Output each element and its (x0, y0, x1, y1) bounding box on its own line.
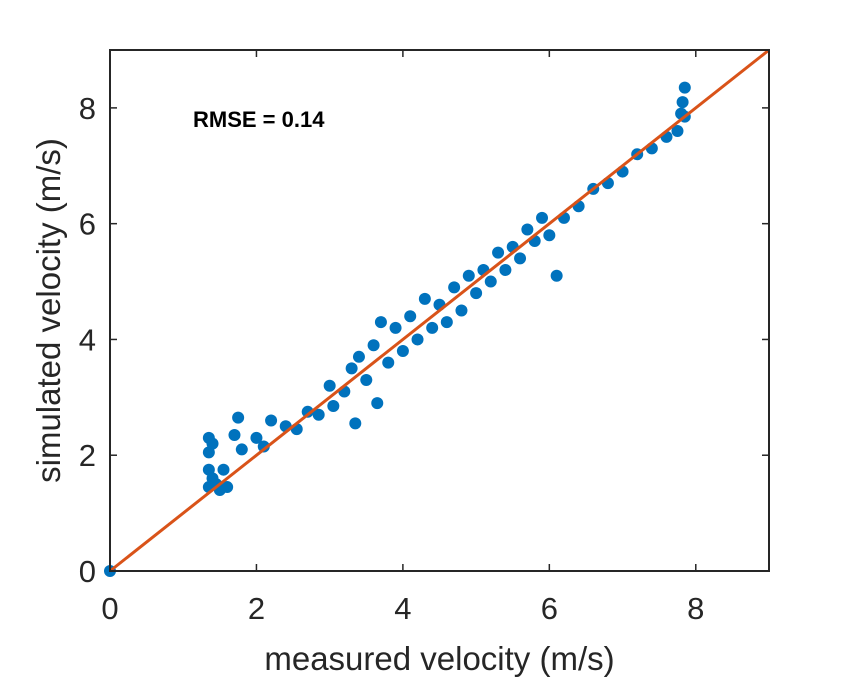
scatter-point (536, 211, 549, 224)
scatter-point (448, 281, 461, 294)
x-tick-label: 6 (541, 591, 558, 626)
scatter-point (396, 345, 409, 358)
y-tick-label: 4 (79, 322, 96, 357)
scatter-point (323, 379, 336, 392)
scatter-point (499, 263, 512, 276)
x-tick-label: 2 (248, 591, 265, 626)
y-tick-label: 2 (79, 438, 96, 473)
scatter-point (228, 428, 241, 441)
rmse-annotation: RMSE = 0.14 (193, 107, 325, 132)
scatter-point (462, 269, 475, 282)
scatter-point (345, 362, 358, 375)
scatter-point (455, 304, 468, 317)
x-tick-label: 0 (101, 591, 118, 626)
scatter-point (312, 408, 325, 421)
scatter-point (676, 96, 689, 109)
y-tick-label: 0 (79, 554, 96, 589)
scatter-point (550, 269, 563, 282)
scatter-point (671, 125, 684, 138)
x-tick-label: 8 (687, 591, 704, 626)
scatter-point (521, 223, 534, 236)
scatter-point (217, 463, 230, 476)
scatter-point (301, 405, 314, 418)
scatter-point (418, 292, 431, 305)
scatter-point (352, 350, 365, 363)
scatter-point (678, 81, 691, 94)
scatter-point (257, 440, 270, 453)
scatter-point (484, 275, 497, 288)
scatter-point (235, 443, 248, 456)
scatter-point (411, 333, 424, 346)
scatter-point (221, 481, 234, 494)
scatter-point (440, 316, 453, 329)
scatter-point (371, 397, 384, 410)
scatter-point (404, 310, 417, 323)
y-axis-label: simulated velocity (m/s) (30, 138, 67, 483)
x-axis-label: measured velocity (m/s) (264, 640, 614, 677)
x-tick-label: 4 (394, 591, 411, 626)
scatter-point (206, 437, 219, 450)
axis-ticks: 0 2 4 6 8 0 2 4 6 8 (79, 50, 769, 626)
scatter-point (349, 417, 362, 430)
scatter-point (367, 339, 380, 352)
y-tick-label: 6 (79, 207, 96, 242)
scatter-point (382, 356, 395, 369)
scatter-point (250, 431, 263, 444)
scatter-point (327, 400, 340, 413)
scatter-point (514, 252, 527, 265)
y-tick-label: 8 (79, 91, 96, 126)
scatter-point (232, 411, 245, 424)
axes-box (109, 49, 770, 572)
scatter-point (426, 321, 439, 334)
scatter-points (104, 81, 691, 577)
identity-line (109, 48, 770, 573)
scatter-point (470, 287, 483, 300)
scatter-point (360, 373, 373, 386)
scatter-point (265, 414, 278, 427)
scatter-point (492, 246, 505, 259)
scatter-point (389, 321, 402, 334)
scatter-point (374, 316, 387, 329)
scatter-point (543, 229, 556, 242)
